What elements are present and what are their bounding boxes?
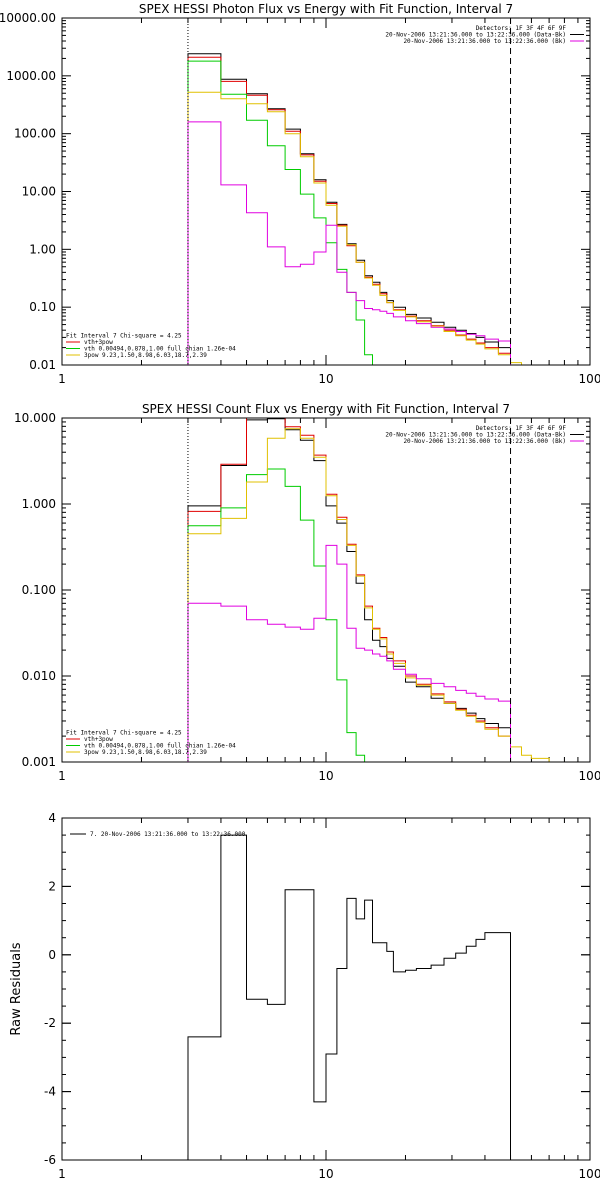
fit-legend-entry: vth 0.00494,0.878,1.00 full chian 1.26e-… [84, 743, 236, 750]
legend-entry: Detectors: 1F 3F 4F 6F 9F [476, 25, 567, 32]
legend-entry: 20-Nov-2006 13:21:36.000 to 13:22:36.000… [385, 32, 566, 39]
series-line-vth [187, 60, 373, 365]
x-tick-label: 10 [318, 372, 333, 386]
x-tick-label: 10 [318, 1167, 333, 1181]
y-tick-label: 10000.00 [0, 11, 56, 25]
y-tick-label: 10.00 [22, 185, 56, 199]
x-tick-label: 1 [58, 769, 66, 783]
x-tick-label: 100 [579, 1167, 600, 1181]
chart-panel-3: Raw Residuals 1 10 100 -6 -4 -2 0 2 4 7. 20-Nov-20… [9, 811, 600, 1181]
series-line-data-bk [187, 418, 511, 762]
x-tick-label: 100 [579, 372, 600, 386]
series-group [187, 834, 511, 1160]
y-tick-label: 10.000 [14, 411, 56, 425]
fit-legend-entry: 3pow 9.23,1.50,8.98,6.03,18.7,2.39 [84, 352, 207, 359]
series-line-bk [187, 544, 511, 762]
legend-entry: 7. 20-Nov-2006 13:21:36.000 to 13:22:36.… [90, 831, 246, 838]
series-group [187, 418, 550, 762]
y-tick-label: -2 [44, 1016, 56, 1030]
x-tick-label: 1 [58, 1167, 66, 1181]
y-axis-label: Raw Residuals [9, 942, 24, 1035]
y-tick-label: 0.001 [22, 755, 56, 769]
series-line-3pow [187, 428, 550, 762]
y-tick-label: 0 [48, 948, 56, 962]
legend-entry: Detectors: 1F 3F 4F 6F 9F [476, 425, 567, 432]
series-line-3pow [187, 91, 522, 365]
plot-frame [61, 817, 591, 1161]
legend-entry: 20-Nov-2006 13:21:36.000 to 13:22:36.000… [403, 38, 566, 45]
series-line-vth [187, 468, 366, 762]
y-tick-label: 1.00 [29, 242, 56, 256]
series-line-bk [187, 121, 511, 365]
y-tick-label: 100.00 [14, 127, 56, 141]
series-line-7-20-nov-2006-13-21-36-000-to-13-22-36-000 [187, 834, 511, 1160]
y-tick-label: 1.000 [22, 497, 56, 511]
x-tick-label: 1 [58, 372, 66, 386]
chart-panel-1: SPEX HESSI Photon Flux vs Energy with Fi… [0, 2, 600, 386]
y-tick-label: 0.010 [22, 669, 56, 683]
series-line-vth-3pow [187, 418, 511, 762]
y-tick-label: 0.01 [29, 358, 56, 372]
fit-legend-entry: Fit Interval 7 Chi-square = 4.25 [66, 333, 182, 340]
fit-legend-entry: vth+3pow [84, 339, 113, 346]
chart-title: SPEX HESSI Count Flux vs Energy with Fit… [142, 402, 510, 416]
y-tick-label: 0.10 [29, 300, 56, 314]
series-group [187, 53, 522, 365]
fit-legend-entry: vth+3pow [84, 736, 113, 743]
y-tick-label: -6 [44, 1153, 56, 1167]
legend-entry: 20-Nov-2006 13:21:36.000 to 13:22:36.000… [385, 432, 566, 439]
plot-frame [61, 17, 591, 366]
y-tick-label: 1000.00 [6, 69, 56, 83]
legend-entry: 20-Nov-2006 13:21:36.000 to 13:22:36.000… [403, 438, 566, 445]
chart-panel-2: SPEX HESSI Count Flux vs Energy with Fit… [14, 402, 600, 783]
x-tick-label: 100 [579, 769, 600, 783]
y-tick-label: 2 [48, 879, 56, 893]
fit-legend-entry: vth 0.00494,0.878,1.00 full chian 1.26e-… [84, 346, 236, 353]
chart-title: SPEX HESSI Photon Flux vs Energy with Fi… [139, 2, 513, 16]
y-tick-label: 4 [48, 811, 56, 825]
y-tick-label: 0.100 [22, 583, 56, 597]
x-tick-label: 10 [318, 769, 333, 783]
fit-legend-entry: 3pow 9.23,1.50,8.98,6.03,18.7,2.39 [84, 749, 207, 756]
fit-legend-entry: Fit Interval 7 Chi-square = 4.25 [66, 730, 182, 737]
plot-frame [61, 417, 591, 763]
y-tick-label: -4 [44, 1085, 56, 1099]
